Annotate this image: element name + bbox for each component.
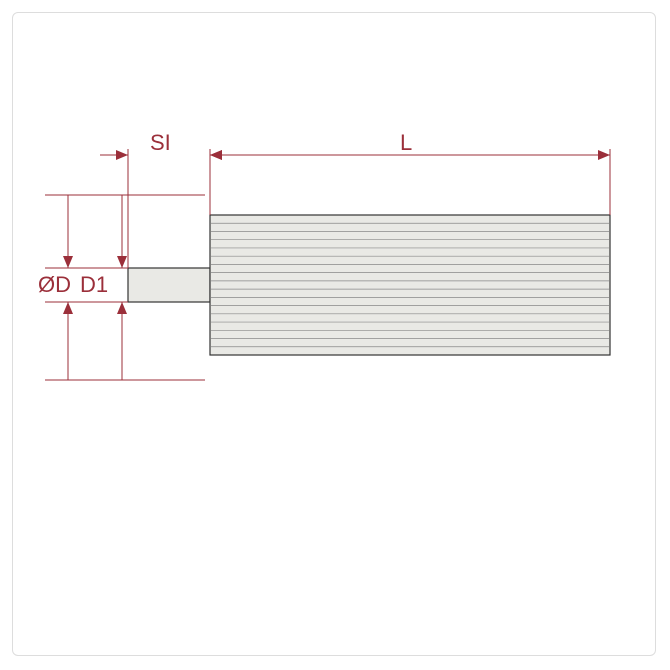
- dimension-diagram: [0, 0, 670, 670]
- label-stub-length: SI: [150, 130, 171, 156]
- label-length: L: [400, 130, 412, 156]
- label-outer-diameter: D1: [80, 272, 108, 298]
- label-diameter-prefix: ØD: [38, 272, 71, 298]
